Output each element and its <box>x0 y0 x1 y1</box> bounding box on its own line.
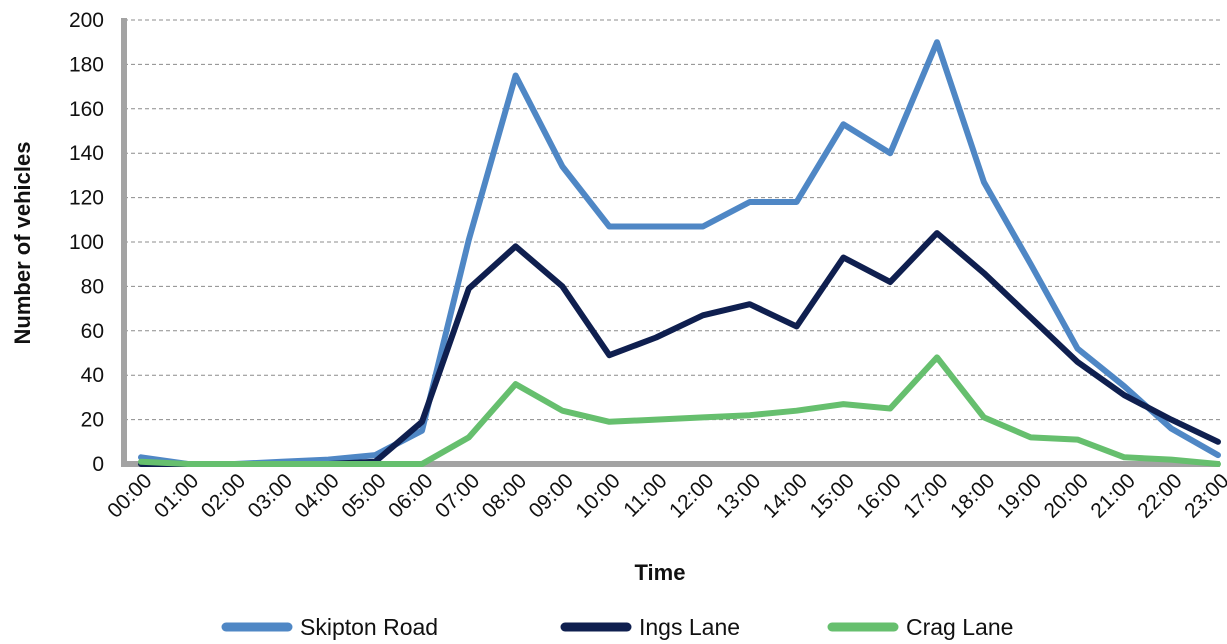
x-tick-label: 17:00 <box>899 469 952 522</box>
x-tick-label: 22:00 <box>1133 469 1186 522</box>
y-tick-label: 140 <box>69 142 104 165</box>
series-line-skipton-road <box>138 39 1221 467</box>
x-tick-label: 03:00 <box>244 469 297 522</box>
x-tick-labels: 00:0001:0002:0003:0004:0005:0006:0007:00… <box>103 469 1227 522</box>
x-tick-label: 18:00 <box>946 469 999 522</box>
series-line-ings-lane <box>138 230 1221 467</box>
x-axis-title: Time <box>635 560 686 585</box>
x-tick-label: 16:00 <box>852 469 905 522</box>
legend: Skipton Road Ings Lane Crag Lane <box>221 614 1013 640</box>
y-tick-label: 100 <box>69 231 104 254</box>
x-tick-label: 02:00 <box>197 469 250 522</box>
x-tick-label: 00:00 <box>103 469 156 522</box>
x-tick-label: 21:00 <box>1086 469 1139 522</box>
y-tick-label: 180 <box>69 53 104 76</box>
y-tick-label: 60 <box>81 320 104 343</box>
y-tick-label: 160 <box>69 98 104 121</box>
x-tick-label: 09:00 <box>525 469 578 522</box>
x-tick-label: 13:00 <box>712 469 765 522</box>
gridlines <box>124 19 1220 421</box>
x-tick-label: 10:00 <box>571 469 624 522</box>
y-axis-title: Number of vehicles <box>10 142 35 345</box>
series-line-crag-lane <box>138 354 1221 467</box>
y-tick-label: 200 <box>69 9 104 32</box>
y-tick-label: 20 <box>81 409 104 432</box>
x-tick-label: 19:00 <box>993 469 1046 522</box>
x-tick-label: 01:00 <box>150 469 203 522</box>
y-tick-label: 120 <box>69 187 104 210</box>
x-tick-label: 23:00 <box>1180 469 1227 522</box>
x-tick-label: 12:00 <box>665 469 718 522</box>
x-tick-label: 11:00 <box>619 469 671 521</box>
y-tick-label: 40 <box>81 364 104 387</box>
x-tick-label: 20:00 <box>1040 469 1093 522</box>
x-tick-label: 15:00 <box>805 469 858 522</box>
x-tick-label: 08:00 <box>478 469 531 522</box>
x-tick-label: 05:00 <box>337 469 390 522</box>
x-tick-label: 14:00 <box>759 469 812 522</box>
legend-label-crag-lane: Crag Lane <box>906 614 1013 640</box>
legend-label-ings-lane: Ings Lane <box>639 614 740 640</box>
legend-label-skipton-road: Skipton Road <box>300 614 438 640</box>
x-tick-label: 06:00 <box>384 469 437 522</box>
y-tick-labels: 0 20 40 60 80 100 120 140 160 180 200 <box>69 9 104 476</box>
x-tick-label: 04:00 <box>290 469 343 522</box>
y-tick-label: 0 <box>92 453 104 476</box>
y-tick-label: 80 <box>81 275 104 298</box>
x-tick-label: 07:00 <box>431 469 484 522</box>
series-lines <box>138 39 1221 467</box>
